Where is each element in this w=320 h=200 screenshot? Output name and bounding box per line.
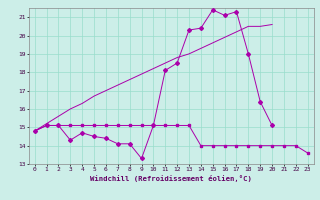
X-axis label: Windchill (Refroidissement éolien,°C): Windchill (Refroidissement éolien,°C) <box>90 175 252 182</box>
